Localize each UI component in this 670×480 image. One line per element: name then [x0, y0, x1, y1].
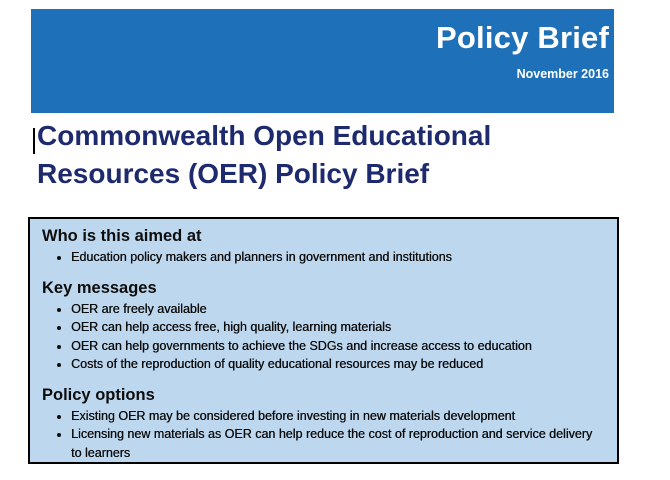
summary-box: Who is this aimed at Education policy ma…	[28, 217, 619, 464]
bullet-list: Education policy makers and planners in …	[42, 248, 603, 267]
bullet-item: OER are freely available	[71, 300, 603, 319]
document-title: Commonwealth Open Educational Resources …	[37, 120, 492, 189]
bullet-item: Education policy makers and planners in …	[71, 248, 603, 267]
section-policy-options: Policy options Existing OER may be consi…	[42, 385, 603, 463]
bullet-item: Existing OER may be considered before in…	[71, 407, 603, 426]
section-audience: Who is this aimed at Education policy ma…	[42, 226, 603, 267]
bullet-list: Existing OER may be considered before in…	[42, 407, 603, 463]
bullet-item: OER can help governments to achieve the …	[71, 337, 603, 356]
section-heading: Policy options	[42, 385, 155, 404]
section-key-messages: Key messages OER are freely available OE…	[42, 278, 603, 374]
bullet-list: OER are freely available OER can help ac…	[42, 300, 603, 374]
text-cursor-bar	[33, 128, 35, 154]
bullet-item: OER can help access free, high quality, …	[71, 318, 603, 337]
banner-title: Policy Brief	[436, 20, 609, 55]
banner-date: November 2016	[516, 67, 609, 81]
bullet-item: Licensing new materials as OER can help …	[71, 425, 603, 462]
section-heading: Who is this aimed at	[42, 227, 202, 245]
section-heading: Key messages	[42, 278, 157, 297]
bullet-item: Costs of the reproduction of quality edu…	[71, 355, 603, 374]
header-banner: Policy Brief November 2016	[31, 9, 614, 113]
